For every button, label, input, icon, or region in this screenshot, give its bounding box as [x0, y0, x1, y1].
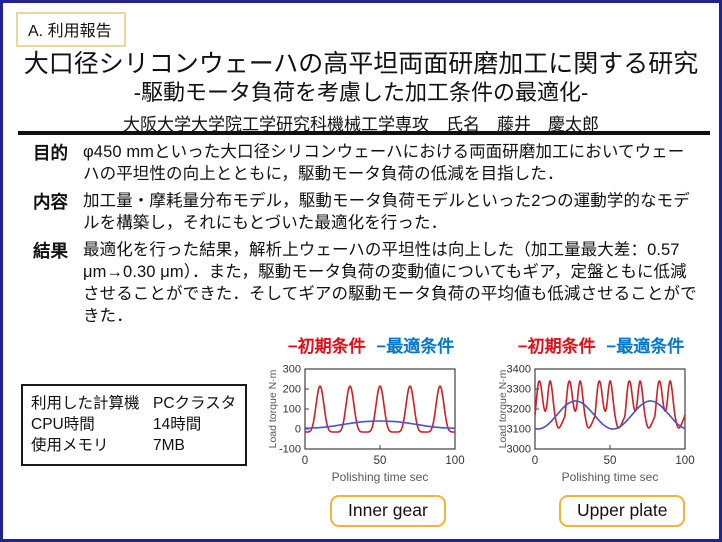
svg-text:0: 0	[532, 455, 538, 467]
upper-plate-badge: Upper plate	[559, 495, 686, 527]
section-purpose: 目的 φ450 mmといった大口径シリコンウェーハにおける両面研磨加工においてウ…	[33, 142, 697, 186]
svg-text:3000: 3000	[507, 444, 531, 456]
table-row: CPU時間 14時間	[31, 414, 237, 435]
chart-legend: −初期条件 −最適条件	[265, 337, 477, 357]
upper-plate-chart-block: −初期条件 −最適条件 3000 3100 3200 3300 3400 0 50 100 Po…	[495, 337, 707, 487]
computer-used-value: PCクラスタ	[153, 395, 237, 412]
svg-text:100: 100	[445, 455, 464, 467]
section-purpose-label: 目的	[33, 143, 68, 163]
svg-text:Load torque N·m: Load torque N·m	[267, 369, 279, 448]
memory-used-label: 使用メモリ	[31, 437, 109, 454]
computer-used-label: 利用した計算機	[31, 395, 140, 412]
svg-text:3400: 3400	[507, 364, 531, 376]
svg-text:Polishing time sec: Polishing time sec	[562, 470, 659, 484]
author-line: 大阪大学大学院工学研究科機械工学専攻 氏名 藤井 慶太郎	[123, 114, 599, 134]
svg-text:100: 100	[675, 455, 694, 467]
section-result-label: 結果	[33, 240, 68, 261]
svg-text:-100: -100	[279, 444, 301, 456]
summary-sections: 目的 φ450 mmといった大口径シリコンウェーハにおける両面研磨加工においてウ…	[33, 142, 697, 333]
chart-legend: −初期条件 −最適条件	[495, 337, 707, 357]
cpu-time-label: CPU時間	[31, 416, 95, 433]
upper-plate-chart: 3000 3100 3200 3300 3400 0 50 100 Polishing time…	[497, 364, 695, 485]
svg-text:3200: 3200	[507, 404, 531, 416]
section-purpose-text: φ450 mmといった大口径シリコンウェーハにおける両面研磨加工においてウェーハ…	[83, 143, 685, 183]
svg-text:100: 100	[283, 404, 301, 416]
section-content-label: 内容	[33, 191, 68, 212]
table-row: 使用メモリ 7MB	[31, 435, 237, 456]
section-result: 結果 最適化を行った結果，解析上ウェーハの平坦性は向上した（加工量最大差：0.5…	[33, 240, 697, 328]
legend-optimal-condition: −最適条件	[376, 337, 455, 356]
report-type-label: A. 利用報告	[16, 12, 126, 47]
inner-gear-badge: Inner gear	[330, 495, 446, 527]
svg-text:Polishing time sec: Polishing time sec	[332, 470, 429, 484]
compute-resources-table: 利用した計算機 PCクラスタ CPU時間 14時間 使用メモリ 7MB	[21, 384, 247, 466]
section-content: 内容 加工量・摩耗量分布モデル，駆動モータ負荷モデルといった2つの運動学的なモデ…	[33, 191, 697, 235]
title-divider	[18, 131, 710, 135]
memory-used-value: 7MB	[153, 437, 185, 454]
svg-text:0: 0	[302, 455, 308, 467]
legend-initial-condition: −初期条件	[287, 337, 366, 356]
svg-text:50: 50	[374, 455, 387, 467]
cpu-time-value: 14時間	[153, 416, 202, 433]
svg-text:3100: 3100	[507, 424, 531, 436]
title-block: 大口径シリコンウェーハの高平坦両面研磨加工に関する研究 -駆動モータ負荷を考慮し…	[3, 49, 719, 135]
page-title: 大口径シリコンウェーハの高平坦両面研磨加工に関する研究	[23, 50, 699, 78]
svg-text:300: 300	[283, 364, 301, 376]
legend-optimal-condition: −最適条件	[606, 337, 685, 356]
inner-gear-chart-block: −初期条件 −最適条件 -100 0 100 200 300 0 50 100 Polishin…	[265, 337, 477, 487]
svg-text:3300: 3300	[507, 384, 531, 396]
svg-text:200: 200	[283, 384, 301, 396]
page-subtitle: -駆動モータ負荷を考慮した加工条件の最適化-	[133, 80, 589, 105]
legend-initial-condition: −初期条件	[517, 337, 596, 356]
section-result-text: 最適化を行った結果，解析上ウェーハの平坦性は向上した（加工量最大差：0.57 μ…	[83, 240, 697, 325]
table-row: 利用した計算機 PCクラスタ	[31, 393, 237, 414]
svg-text:50: 50	[604, 455, 617, 467]
svg-text:0: 0	[295, 424, 301, 436]
svg-text:Load torque N·m: Load torque N·m	[497, 369, 509, 448]
section-content-text: 加工量・摩耗量分布モデル，駆動モータ負荷モデルといった2つの運動学的なモデルを構…	[83, 191, 690, 232]
